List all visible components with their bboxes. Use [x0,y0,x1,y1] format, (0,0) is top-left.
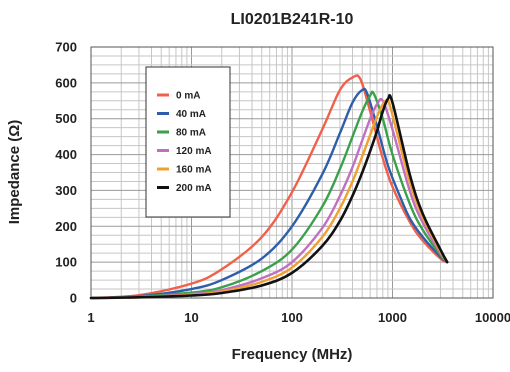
y-tick-label: 400 [55,147,77,162]
x-axis-label: Frequency (MHz) [232,346,353,363]
x-tick-label: 1 [87,310,94,325]
y-tick-label: 300 [55,183,77,198]
x-tick-label: 10000 [475,310,510,325]
legend-items: 0 mA 40 mA 80 mA 120 mA 160 mA 200 mA [157,91,212,194]
legend-label: 160 mA [176,165,212,176]
legend-label: 0 mA [176,91,200,102]
y-tick-label: 0 [70,291,77,306]
y-tick-label: 600 [55,75,77,90]
y-axis-label: Impedance (Ω) [6,120,23,225]
series-line-2 [89,87,449,300]
x-tick-label: 10 [184,310,198,325]
y-tick-label: 700 [55,40,77,55]
legend-label: 120 mA [176,146,212,157]
legend-label: 40 mA [176,109,206,120]
series-line-5 [89,99,449,300]
tick-labels: 0 100 200 300 400 500 600 700 1 10 100 1000 10000 [55,40,510,326]
chart-title: LI0201B241R-10 [231,11,354,28]
series-line-1 [89,74,449,300]
series-line-4 [89,97,449,300]
x-tick-label: 100 [281,310,303,325]
series-line-3 [89,90,449,300]
legend-box [145,66,231,218]
x-tick-label: 1000 [378,310,407,325]
legend: 0 mA 40 mA 80 mA 120 mA 160 mA 200 mA [145,66,231,218]
y-tick-label: 200 [55,219,77,234]
series-layer [89,74,449,300]
legend-label: 80 mA [176,128,206,139]
y-tick-label: 100 [55,255,77,270]
series-line-6 [89,94,449,300]
y-tick-label: 500 [55,111,77,126]
plot-frame [90,46,494,299]
legend-label: 200 mA [176,183,212,194]
